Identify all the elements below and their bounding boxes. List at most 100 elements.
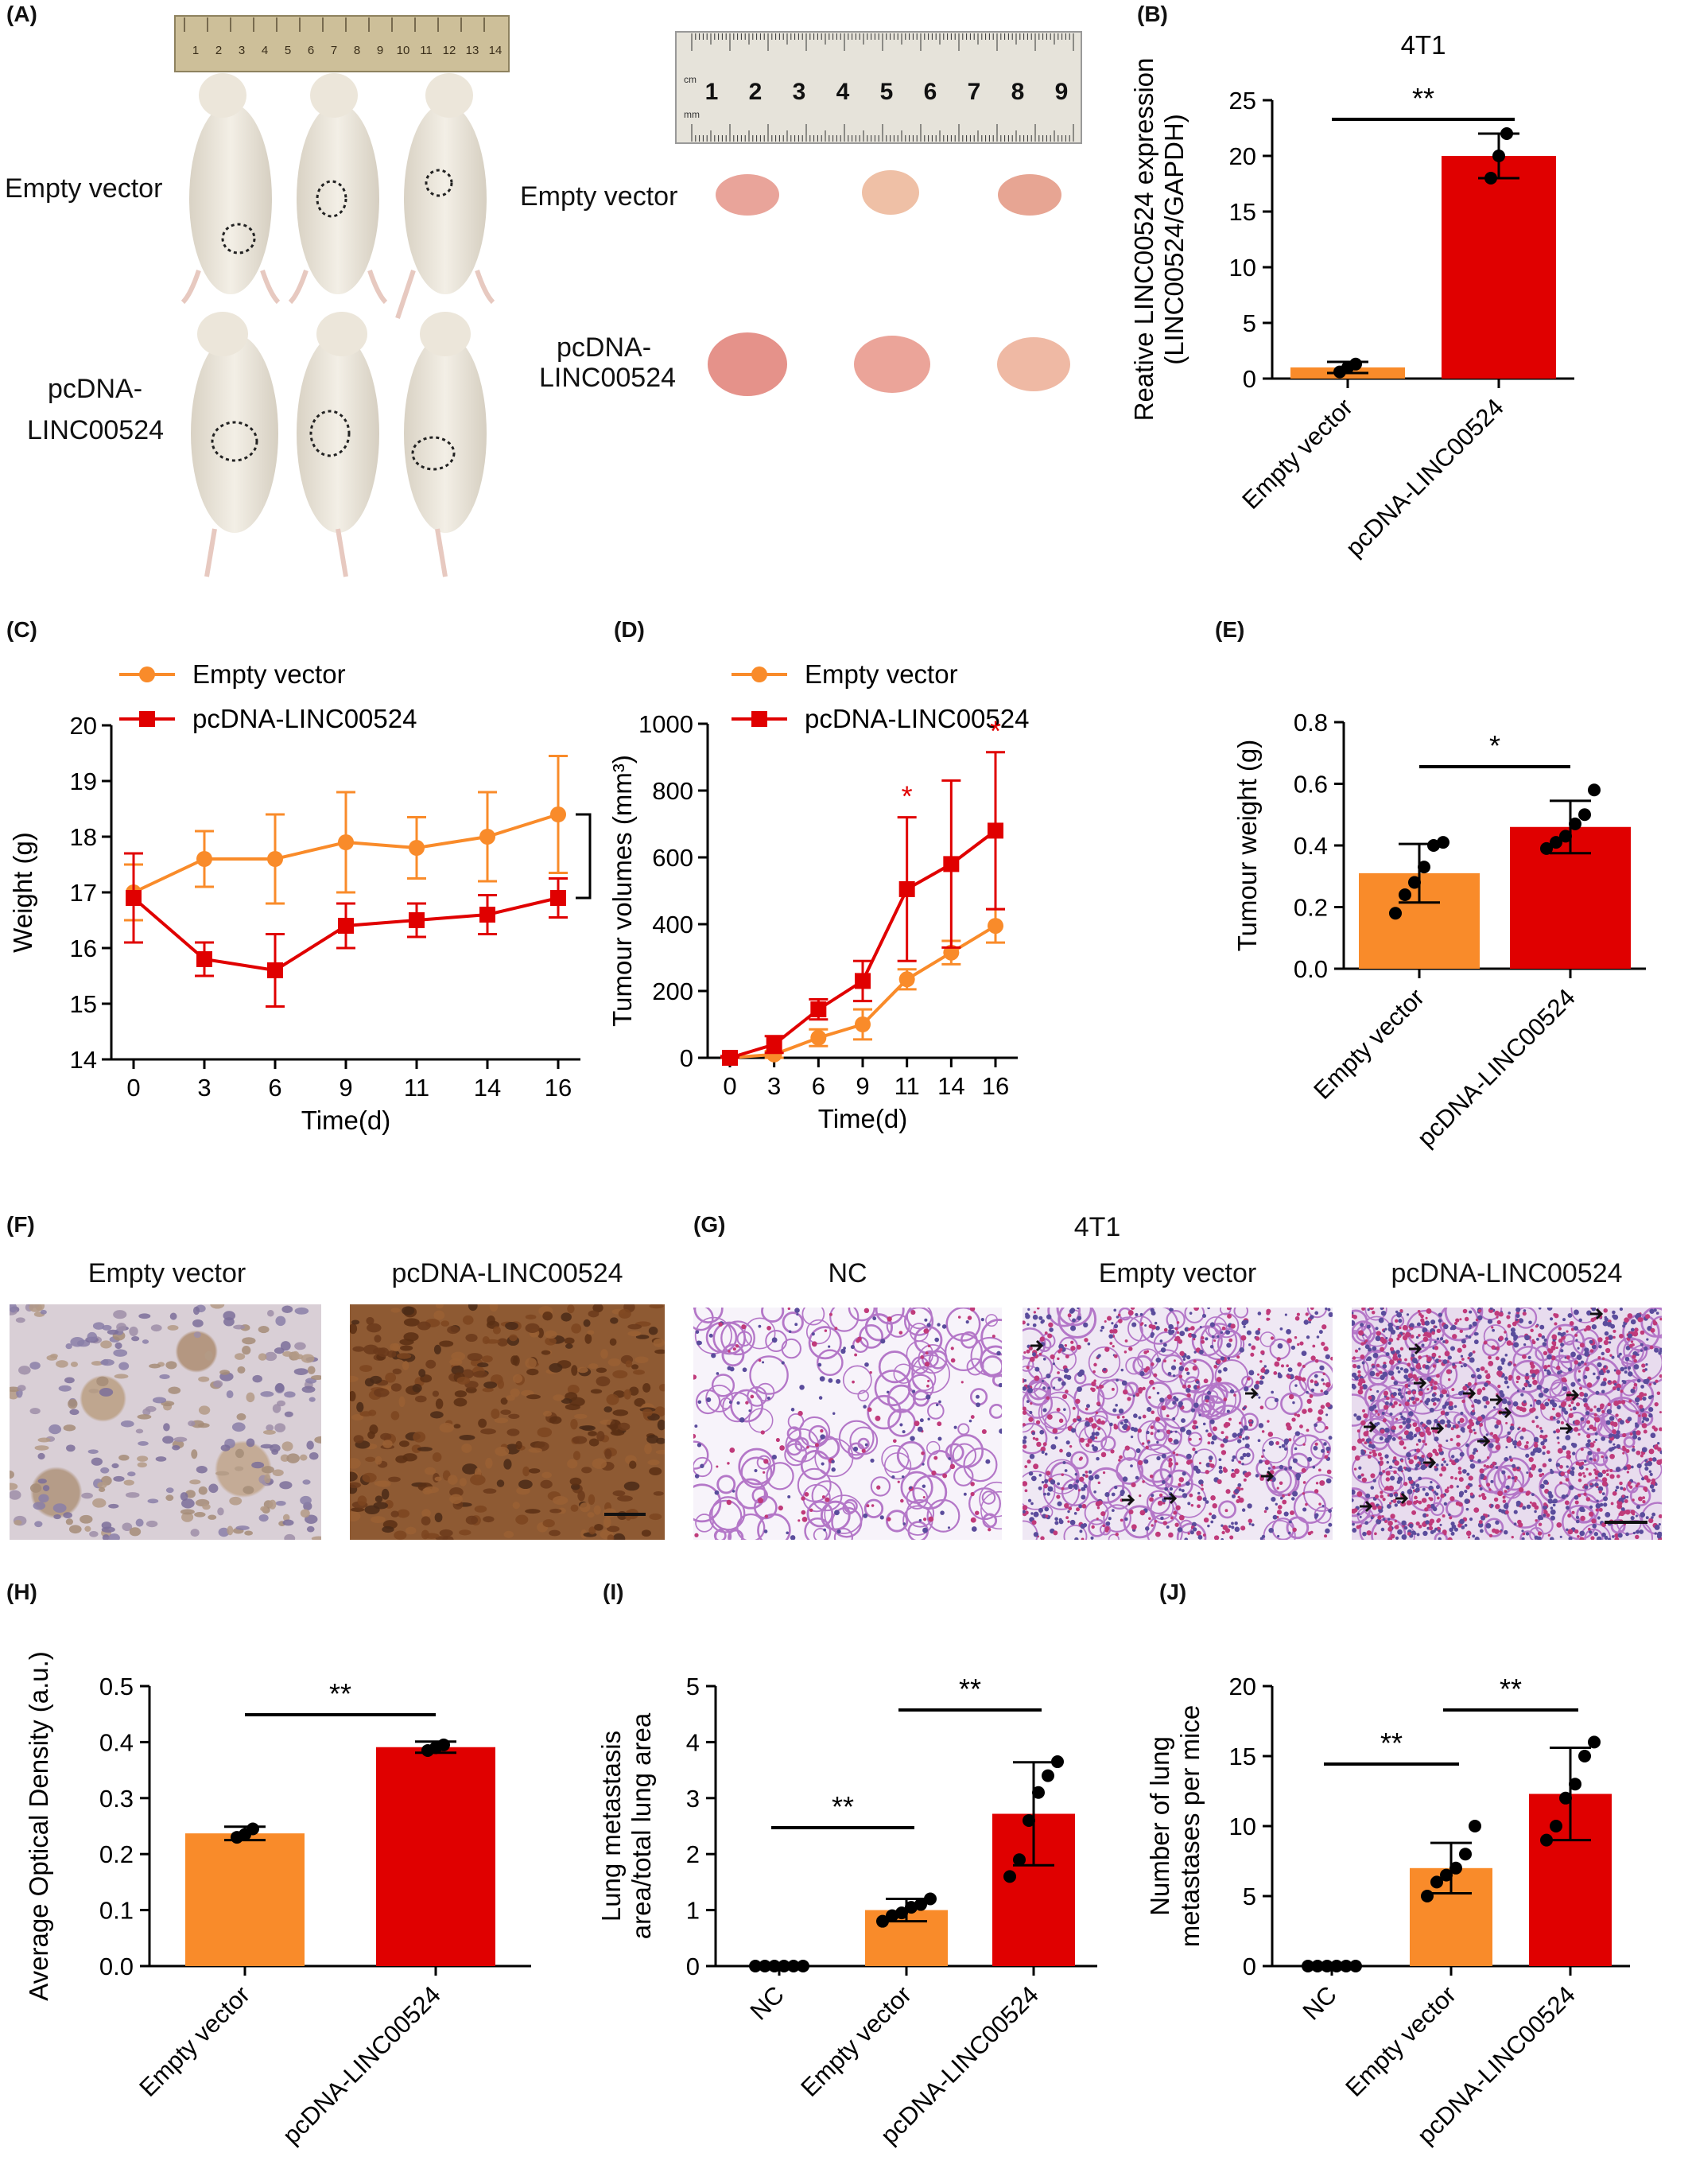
cell-dot <box>1420 1464 1426 1471</box>
cell-dot <box>1454 1477 1457 1480</box>
cell-nucleus <box>363 1344 378 1354</box>
cell-dot <box>1399 1326 1402 1330</box>
alveolus <box>926 1449 953 1476</box>
cell-dot <box>1629 1485 1633 1489</box>
cell-nucleus <box>213 1380 223 1388</box>
alveolus <box>912 1475 948 1510</box>
cell-dot <box>1446 1439 1449 1443</box>
cell-dot <box>1434 1527 1438 1531</box>
cell-nucleus <box>588 1438 600 1447</box>
data-point <box>1340 1960 1352 1972</box>
cell-dot <box>1195 1468 1201 1474</box>
cell-nucleus <box>180 1492 188 1501</box>
cell-nucleus <box>149 1363 161 1369</box>
cell-dot <box>1425 1429 1430 1434</box>
cell-nucleus <box>432 1390 440 1397</box>
cell-dot <box>1123 1418 1129 1424</box>
alveolus <box>1483 1324 1508 1349</box>
alveolus <box>794 1437 809 1452</box>
cell-dot <box>1422 1336 1429 1343</box>
cell-nucleus <box>142 1339 149 1344</box>
cell-dot <box>1620 1507 1625 1512</box>
row-label-pcdna-mice-line2: LINC00524 <box>27 415 165 445</box>
cell-dot <box>1591 1518 1597 1524</box>
cell-dot <box>1030 1502 1034 1506</box>
y-tick-label: 800 <box>652 777 693 805</box>
cell-nucleus <box>565 1403 580 1411</box>
cell-nucleus <box>583 1319 591 1327</box>
cell-dot <box>1352 1372 1357 1378</box>
cell-dot <box>1032 1436 1036 1440</box>
cell-dot <box>1498 1312 1504 1317</box>
cell-dot <box>1536 1384 1543 1390</box>
cell-dot <box>1220 1431 1224 1435</box>
cell-nucleus <box>525 1509 541 1514</box>
cell-dot <box>1081 1486 1085 1491</box>
cell-dot <box>1644 1417 1650 1422</box>
cell-dot <box>1584 1485 1589 1490</box>
cell-dot <box>1483 1464 1487 1467</box>
cell-nucleus <box>10 1490 21 1500</box>
cell-dot <box>1122 1415 1125 1419</box>
cell-dot <box>1557 1331 1562 1336</box>
cell-dot <box>763 1459 769 1464</box>
cell-dot <box>1143 1459 1149 1464</box>
cell-dot <box>766 1325 771 1331</box>
cell-dot <box>1469 1483 1473 1487</box>
cell-nucleus <box>208 1514 217 1520</box>
cell-dot <box>1080 1370 1085 1376</box>
cell-dot <box>1651 1512 1656 1517</box>
alveolus <box>1493 1464 1525 1496</box>
cell-dot <box>834 1327 838 1331</box>
cell-dot <box>1504 1502 1508 1506</box>
cell-nucleus <box>414 1395 427 1403</box>
cell-dot <box>1325 1478 1332 1484</box>
cell-dot <box>1469 1518 1473 1521</box>
alveolus <box>1484 1518 1504 1537</box>
cell-dot <box>1155 1531 1161 1537</box>
cell-dot <box>1403 1525 1408 1530</box>
cell-dot <box>1477 1459 1481 1463</box>
cell-dot <box>1488 1360 1494 1366</box>
cell-dot <box>864 1443 868 1447</box>
cell-dot <box>1567 1514 1572 1518</box>
cell-dot <box>1061 1381 1066 1386</box>
significance-marker: ** <box>1500 1673 1522 1705</box>
cell-dot <box>1197 1534 1203 1540</box>
data-point <box>943 856 960 872</box>
cell-dot <box>1597 1337 1603 1343</box>
cell-dot <box>1319 1480 1325 1486</box>
cell-nucleus <box>246 1438 255 1448</box>
cell-dot <box>1074 1473 1078 1476</box>
cell-dot <box>1288 1466 1293 1470</box>
cell-dot <box>1574 1427 1579 1432</box>
cell-nucleus <box>461 1369 474 1379</box>
cell-dot <box>1580 1360 1585 1364</box>
cell-dot <box>1280 1496 1283 1500</box>
cell-dot <box>1245 1452 1251 1458</box>
cell-dot <box>1620 1389 1624 1393</box>
cell-dot <box>1135 1393 1140 1397</box>
cell-dot <box>1638 1414 1641 1417</box>
cell-dot <box>864 1362 869 1367</box>
cell-dot <box>1181 1489 1185 1493</box>
cell-nucleus <box>392 1343 401 1352</box>
cell-dot <box>1057 1357 1060 1361</box>
cell-dot <box>1635 1422 1638 1426</box>
ruler-ticks: 1 2 3 4 5 6 7 8 9 10 11 12 13 14 <box>184 17 502 57</box>
cell-dot <box>1643 1346 1648 1351</box>
data-point <box>988 822 1003 839</box>
cell-nucleus <box>258 1514 269 1522</box>
cell-dot <box>1486 1483 1491 1487</box>
cell-nucleus <box>403 1332 419 1342</box>
cell-dot <box>1468 1335 1472 1339</box>
cell-dot <box>1138 1386 1143 1393</box>
cell-nucleus <box>357 1495 367 1506</box>
cell-dot <box>1434 1430 1438 1434</box>
cell-dot <box>1474 1537 1480 1540</box>
cell-nucleus <box>91 1457 103 1466</box>
alveolus <box>721 1343 745 1367</box>
cell-dot <box>1527 1383 1532 1388</box>
cell-dot <box>1504 1380 1508 1385</box>
cell-nucleus <box>392 1368 402 1375</box>
